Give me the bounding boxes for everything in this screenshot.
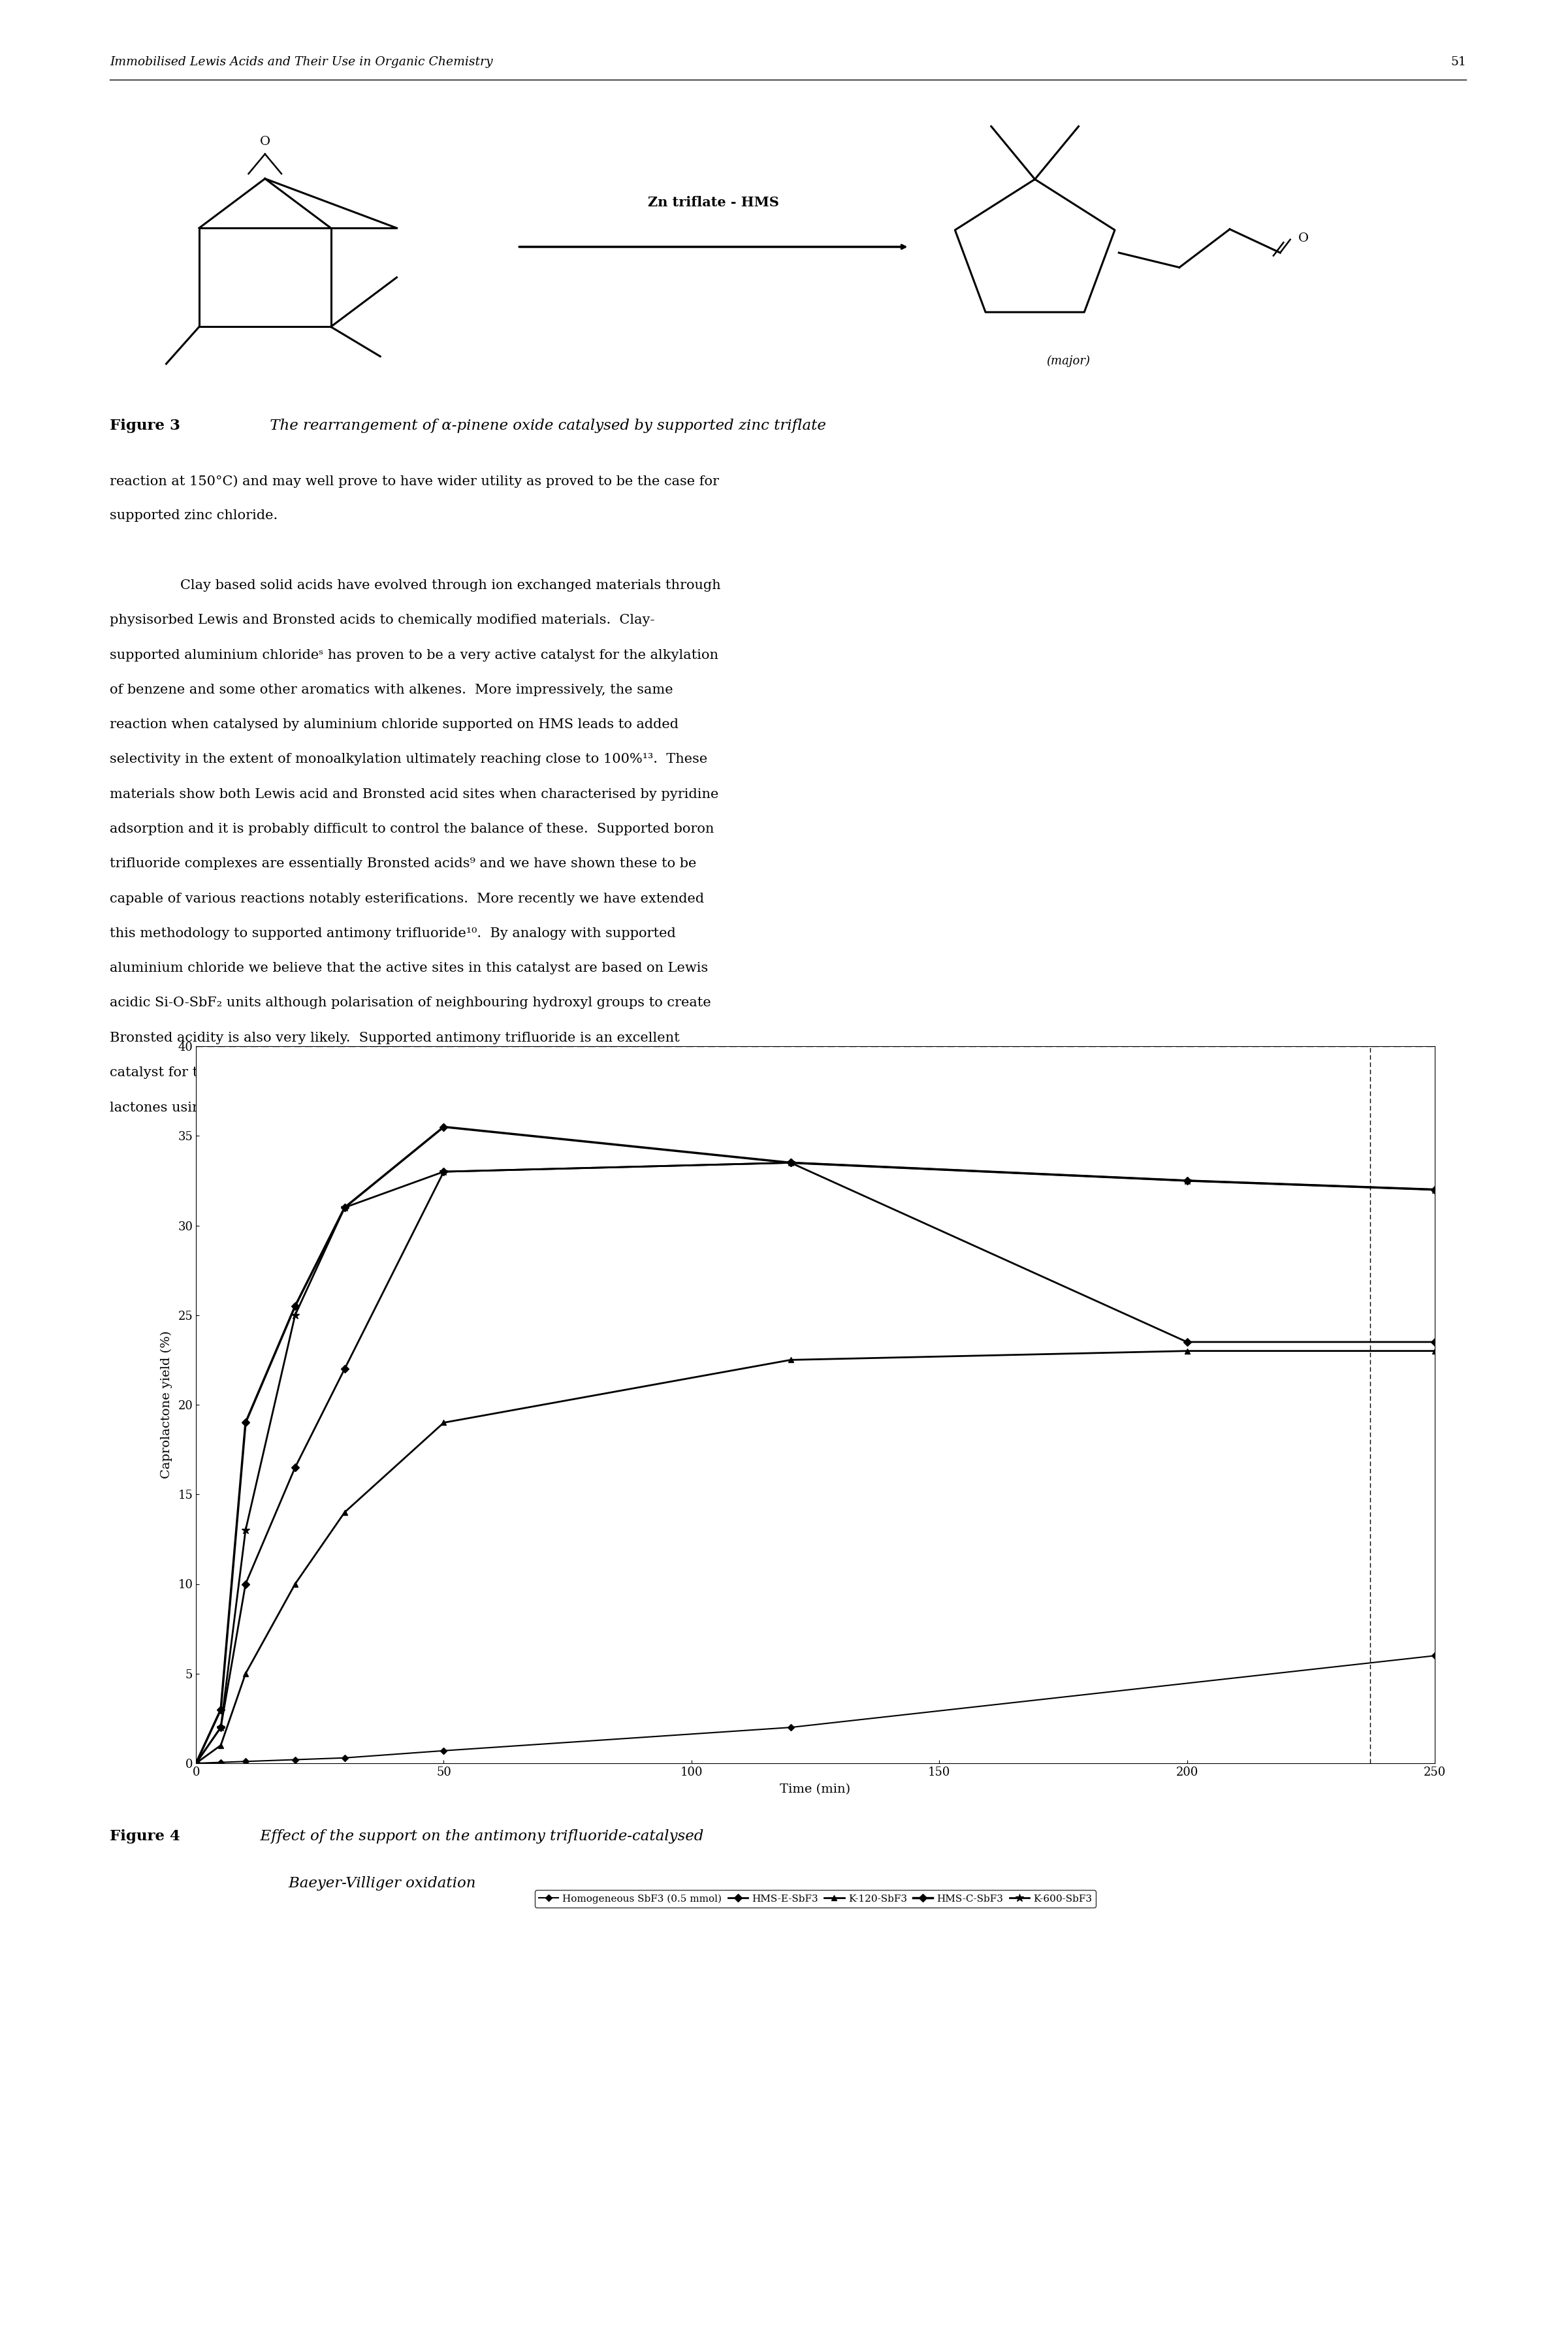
Line: HMS-C-SbF3: HMS-C-SbF3: [193, 1124, 1438, 1766]
Homogeneous SbF3 (0.5 mmol): [336, 1744, 354, 1773]
Text: materials show both Lewis acid and Bronsted acid sites when characterised by pyr: materials show both Lewis acid and Brons…: [110, 788, 718, 799]
Y-axis label: Caprolactone yield (%): Caprolactone yield (%): [160, 1331, 172, 1479]
HMS-C-SbF3: [212, 1695, 230, 1723]
HMS-C-SbF3: [1178, 1166, 1196, 1194]
HMS-E-SbF3: [336, 1354, 354, 1382]
HMS-E-SbF3: [1425, 1328, 1444, 1357]
Text: Figure 4: Figure 4: [110, 1829, 180, 1843]
Text: physisorbed Lewis and Bronsted acids to chemically modified materials.  Clay-: physisorbed Lewis and Bronsted acids to …: [110, 614, 655, 625]
Text: Effect of the support on the antimony trifluoride-catalysed: Effect of the support on the antimony tr…: [251, 1829, 704, 1843]
HMS-C-SbF3: [285, 1293, 304, 1321]
Homogeneous SbF3 (0.5 mmol): [237, 1747, 256, 1775]
K-600-SbF3: [1178, 1166, 1196, 1194]
Line: Homogeneous SbF3 (0.5 mmol): Homogeneous SbF3 (0.5 mmol): [194, 1653, 1436, 1766]
K-120-SbF3: [434, 1408, 453, 1436]
K-600-SbF3: [212, 1714, 230, 1742]
Text: Figure 3: Figure 3: [110, 418, 180, 433]
HMS-E-SbF3: [434, 1157, 453, 1185]
HMS-C-SbF3: [336, 1194, 354, 1223]
Text: (major): (major): [1046, 355, 1090, 367]
K-120-SbF3: [781, 1345, 800, 1373]
Text: selectivity in the extent of monoalkylation ultimately reaching close to 100%¹³.: selectivity in the extent of monoalkylat…: [110, 752, 707, 766]
Text: O: O: [260, 136, 270, 148]
Text: adsorption and it is probably difficult to control the balance of these.  Suppor: adsorption and it is probably difficult …: [110, 823, 713, 835]
HMS-C-SbF3: [781, 1150, 800, 1178]
Text: Baeyer-Villiger oxidation: Baeyer-Villiger oxidation: [251, 1876, 475, 1890]
Homogeneous SbF3 (0.5 mmol): [285, 1744, 304, 1773]
HMS-E-SbF3: [187, 1749, 205, 1777]
HMS-C-SbF3: [187, 1749, 205, 1777]
Homogeneous SbF3 (0.5 mmol): [187, 1749, 205, 1777]
K-600-SbF3: [237, 1516, 256, 1545]
K-120-SbF3: [1425, 1338, 1444, 1366]
Text: this methodology to supported antimony trifluoride¹⁰.  By analogy with supported: this methodology to supported antimony t…: [110, 926, 676, 940]
Line: K-600-SbF3: K-600-SbF3: [191, 1159, 1439, 1768]
X-axis label: Time (min): Time (min): [779, 1784, 851, 1796]
Text: capable of various reactions notably esterifications.  More recently we have ext: capable of various reactions notably est…: [110, 893, 704, 905]
Text: Bronsted acidity is also very likely.  Supported antimony trifluoride is an exce: Bronsted acidity is also very likely. Su…: [110, 1032, 679, 1044]
K-600-SbF3: [285, 1300, 304, 1328]
Text: acidic Si-O-SbF₂ units although polarisation of neighbouring hydroxyl groups to : acidic Si-O-SbF₂ units although polarisa…: [110, 997, 710, 1009]
Text: supported aluminium chlorideˢ has proven to be a very active catalyst for the al: supported aluminium chlorideˢ has proven…: [110, 649, 718, 661]
HMS-C-SbF3: [1425, 1176, 1444, 1204]
Text: trifluoride complexes are essentially Bronsted acids⁹ and we have shown these to: trifluoride complexes are essentially Br…: [110, 858, 696, 870]
Line: HMS-E-SbF3: HMS-E-SbF3: [193, 1159, 1438, 1766]
Text: Clay based solid acids have evolved through ion exchanged materials through: Clay based solid acids have evolved thro…: [180, 578, 721, 592]
Homogeneous SbF3 (0.5 mmol): [212, 1749, 230, 1777]
HMS-C-SbF3: [237, 1408, 256, 1436]
K-120-SbF3: [187, 1749, 205, 1777]
Homogeneous SbF3 (0.5 mmol): [781, 1714, 800, 1742]
Text: of benzene and some other aromatics with alkenes.  More impressively, the same: of benzene and some other aromatics with…: [110, 684, 673, 696]
K-120-SbF3: [336, 1498, 354, 1526]
Homogeneous SbF3 (0.5 mmol): [434, 1737, 453, 1766]
K-600-SbF3: [781, 1150, 800, 1178]
K-600-SbF3: [1425, 1176, 1444, 1204]
HMS-E-SbF3: [237, 1570, 256, 1599]
Text: lactones using hydrogen peroxide (Figure 4).: lactones using hydrogen peroxide (Figure…: [110, 1100, 422, 1114]
HMS-E-SbF3: [1178, 1328, 1196, 1357]
Legend: Homogeneous SbF3 (0.5 mmol), HMS-E-SbF3, K-120-SbF3, HMS-C-SbF3, K-600-SbF3: Homogeneous SbF3 (0.5 mmol), HMS-E-SbF3,…: [535, 1890, 1096, 1907]
HMS-E-SbF3: [781, 1150, 800, 1178]
Text: reaction at 150°C) and may well prove to have wider utility as proved to be the : reaction at 150°C) and may well prove to…: [110, 475, 720, 487]
K-120-SbF3: [1178, 1338, 1196, 1366]
K-120-SbF3: [212, 1730, 230, 1759]
HMS-E-SbF3: [285, 1453, 304, 1481]
K-600-SbF3: [336, 1194, 354, 1223]
HMS-E-SbF3: [212, 1714, 230, 1742]
K-120-SbF3: [285, 1570, 304, 1599]
Text: catalyst for the Baeyer-Villiger oxidation of cyclic ketones such as cyclohexano: catalyst for the Baeyer-Villiger oxidati…: [110, 1067, 690, 1079]
Text: Zn triflate - HMS: Zn triflate - HMS: [648, 195, 779, 209]
Text: aluminium chloride we believe that the active sites in this catalyst are based o: aluminium chloride we believe that the a…: [110, 962, 709, 973]
Text: 51: 51: [1450, 56, 1466, 68]
Homogeneous SbF3 (0.5 mmol): [1425, 1641, 1444, 1669]
K-600-SbF3: [434, 1157, 453, 1185]
Text: O: O: [1298, 233, 1309, 245]
K-600-SbF3: [187, 1749, 205, 1777]
Text: supported zinc chloride.: supported zinc chloride.: [110, 510, 278, 522]
Line: K-120-SbF3: K-120-SbF3: [193, 1347, 1438, 1766]
Text: Immobilised Lewis Acids and Their Use in Organic Chemistry: Immobilised Lewis Acids and Their Use in…: [110, 56, 492, 68]
HMS-C-SbF3: [434, 1112, 453, 1140]
Text: reaction when catalysed by aluminium chloride supported on HMS leads to added: reaction when catalysed by aluminium chl…: [110, 719, 679, 731]
Text: The rearrangement of α-pinene oxide catalysed by supported zinc triflate: The rearrangement of α-pinene oxide cata…: [265, 418, 826, 433]
K-120-SbF3: [237, 1660, 256, 1688]
